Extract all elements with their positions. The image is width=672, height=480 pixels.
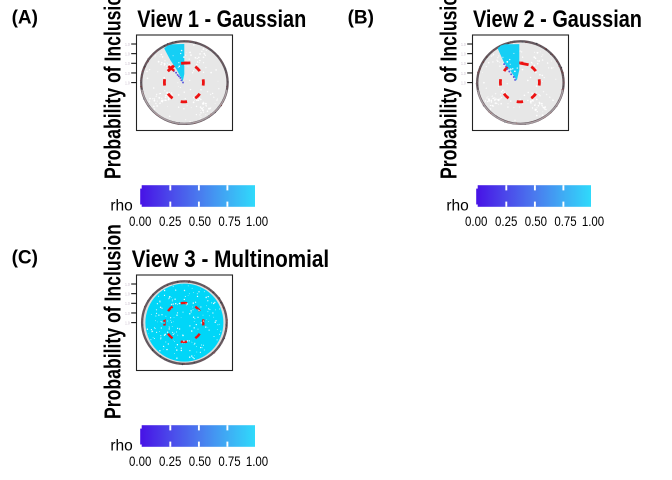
svg-text:1.0: 1.0 — [125, 283, 130, 287]
svg-text:1.0: 1.0 — [125, 43, 130, 47]
svg-text:Probability of Inclusion: Probability of Inclusion — [102, 0, 127, 179]
svg-text:0.50: 0.50 — [525, 213, 547, 229]
svg-text:0.50: 0.50 — [189, 213, 211, 229]
svg-text:1.0: 1.0 — [125, 52, 130, 56]
svg-text:0.00: 0.00 — [129, 213, 151, 229]
svg-text:(A): (A) — [12, 7, 38, 28]
svg-text:1.0: 1.0 — [125, 321, 130, 325]
svg-text:1.0: 1.0 — [125, 62, 130, 66]
svg-text:(B): (B) — [348, 7, 374, 28]
svg-text:rho: rho — [446, 198, 468, 215]
svg-text:0.25: 0.25 — [159, 453, 181, 469]
svg-text:1.0: 1.0 — [461, 71, 466, 75]
svg-text:1.0: 1.0 — [125, 81, 130, 85]
svg-text:1.00: 1.00 — [246, 453, 268, 469]
svg-text:Probability of Inclusion: Probability of Inclusion — [102, 224, 127, 419]
svg-text:0.50: 0.50 — [189, 453, 211, 469]
svg-text:1.0: 1.0 — [125, 302, 130, 306]
svg-text:0.00: 0.00 — [129, 453, 151, 469]
svg-text:1.0: 1.0 — [461, 81, 466, 85]
svg-text:Probability of Inclusion: Probability of Inclusion — [438, 0, 463, 179]
svg-text:0.25: 0.25 — [495, 213, 517, 229]
svg-text:1.0: 1.0 — [461, 43, 466, 47]
svg-text:0.25: 0.25 — [159, 213, 181, 229]
svg-text:1.00: 1.00 — [246, 213, 268, 229]
svg-text:0.00: 0.00 — [465, 213, 487, 229]
svg-text:0.75: 0.75 — [554, 213, 576, 229]
svg-text:1.0: 1.0 — [125, 71, 130, 75]
svg-text:View 2 - Gaussian: View 2 - Gaussian — [473, 5, 642, 32]
svg-text:rho: rho — [110, 438, 132, 455]
svg-text:1.0: 1.0 — [461, 62, 466, 66]
svg-text:1.0: 1.0 — [125, 311, 130, 315]
svg-text:View 3 - Multinomial: View 3 - Multinomial — [132, 245, 329, 272]
svg-text:(C): (C) — [12, 247, 38, 268]
svg-text:0.75: 0.75 — [218, 213, 240, 229]
svg-text:1.0: 1.0 — [125, 292, 130, 296]
svg-text:rho: rho — [110, 198, 132, 215]
svg-text:0.75: 0.75 — [218, 453, 240, 469]
svg-text:View 1 - Gaussian: View 1 - Gaussian — [137, 5, 306, 32]
svg-text:1.00: 1.00 — [582, 213, 604, 229]
svg-text:1.0: 1.0 — [461, 52, 466, 56]
